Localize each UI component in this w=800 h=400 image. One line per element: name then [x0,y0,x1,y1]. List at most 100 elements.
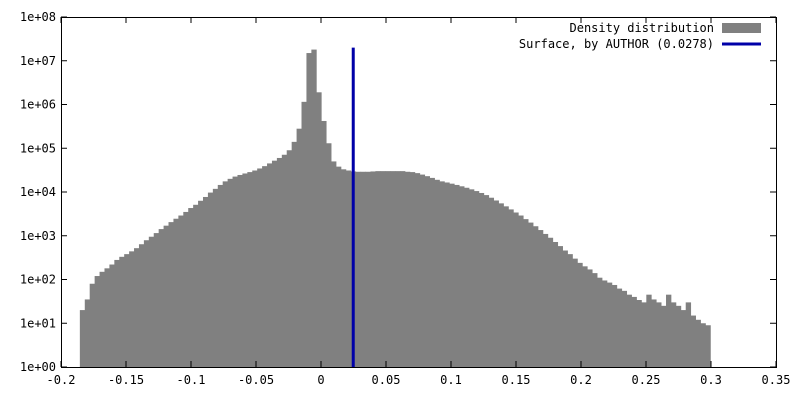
histogram-bar [552,241,559,367]
histogram-bar [193,204,199,367]
histogram-bars [79,49,711,368]
histogram-bar [557,246,563,367]
y-tick-label: 1e+08 [20,10,56,24]
histogram-bar [666,294,672,367]
histogram-bar [143,240,150,367]
histogram-bar [700,323,706,367]
histogram-bar [656,302,662,367]
histogram-bar [89,283,96,367]
histogram-bar [227,178,233,367]
histogram-bar [222,181,229,367]
histogram-bar [321,120,327,367]
histogram-bar [533,226,539,367]
histogram-bar [163,225,169,367]
y-tick-label: 1e+06 [20,98,56,112]
histogram-bar [468,189,475,367]
histogram-bar [380,171,386,367]
x-tick-label: -0.15 [108,373,144,387]
histogram-bar [641,302,647,367]
x-tick-label: 0.15 [502,373,531,387]
histogram-bar [400,171,406,367]
histogram-bar [493,200,499,367]
x-axis-ticks: -0.2 -0.15 -0.1 -0.05 0 0.05 0.1 0.15 0.2 0.25 0.3… [47,17,791,387]
histogram-bar [690,315,696,367]
histogram-bar [99,271,105,367]
histogram-bar [606,282,613,367]
histogram-bar [409,172,416,367]
histogram-bar [340,169,347,367]
histogram-bar [414,173,421,367]
histogram-bar [252,170,258,367]
histogram-bar [242,173,248,367]
histogram-bar [188,208,194,367]
histogram-bar [262,166,268,367]
histogram-bar [675,305,682,367]
histogram-bar [636,300,642,367]
histogram-bar [439,181,445,367]
histogram-bar [705,325,711,367]
histogram-bar [685,302,692,367]
histogram-bar [488,197,495,367]
histogram-bar [311,49,317,367]
histogram-bar [202,196,209,367]
histogram-bar [513,212,519,367]
histogram-bar [390,171,396,367]
histogram-bar [537,230,544,367]
histogram-bar [483,195,490,367]
histogram-bar [360,171,366,367]
y-tick-label: 1e+04 [20,185,56,199]
histogram-bar [498,203,504,367]
x-tick-label: 0.35 [762,373,791,387]
histogram-bar [306,53,312,368]
histogram-bar [577,262,583,367]
histogram-bar [153,233,160,367]
histogram-bar [473,191,480,367]
histogram-bar [281,154,288,367]
histogram-bar [454,184,460,367]
histogram-bar [124,254,130,367]
histogram-bar [582,266,588,367]
histogram-bar [626,294,632,367]
histogram-bar [138,244,145,367]
histogram-bar [611,284,618,367]
histogram-bar [168,222,174,367]
histogram-bar [365,171,371,367]
histogram-bar [84,299,91,367]
histogram-bar [148,236,155,367]
histogram-bar [276,157,283,367]
histogram-bar [680,310,687,367]
histogram-bar [178,215,184,367]
histogram-bar [291,141,297,367]
histogram-bar [286,150,293,367]
histogram-bar [592,273,598,367]
histogram-bar [444,182,450,367]
histogram-bar [631,296,637,367]
histogram-bar [335,166,342,367]
histogram-bar [198,200,204,367]
y-tick-label: 1e+03 [20,229,56,243]
histogram-bar [542,233,549,367]
histogram-bar [232,176,238,367]
histogram-bar [587,269,593,367]
histogram-bar [183,211,189,367]
histogram-bar [134,248,140,367]
histogram-bar [331,161,337,367]
histogram-bar [503,206,509,367]
histogram-bar [434,179,440,367]
histogram-bar [547,237,554,367]
x-tick-label: 0 [317,373,324,387]
histogram-bar [345,170,352,367]
y-tick-label: 1e+02 [20,273,56,287]
y-tick-label: 1e+00 [20,360,56,374]
histogram-bar [464,187,470,367]
histogram-bar [316,92,322,368]
histogram-bar [508,209,514,367]
x-tick-label: 0.05 [372,373,401,387]
y-tick-label: 1e+05 [20,141,56,155]
x-tick-label: 0.1 [440,373,462,387]
histogram-bar [601,280,608,367]
histogram-bar [114,259,120,367]
legend: Density distribution Surface, by AUTHOR (… [519,21,761,51]
histogram-bar [670,302,677,367]
